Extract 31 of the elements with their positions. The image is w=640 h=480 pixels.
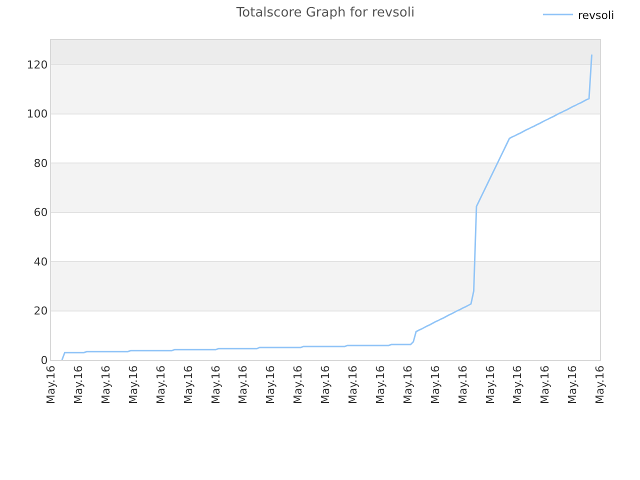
- y-tick-label: 0: [40, 354, 48, 367]
- x-tick-label: May.16: [209, 365, 222, 404]
- x-tick-label: May.16: [594, 365, 607, 404]
- x-tick-label: May.16: [346, 365, 360, 404]
- y-tick-label: 60: [34, 206, 48, 220]
- x-tick-label: May.16: [154, 365, 168, 404]
- x-tick-label: May.16: [538, 365, 552, 404]
- line-series: [61, 54, 593, 360]
- y-tick-label: 100: [26, 108, 48, 121]
- x-tick-label: May.16: [374, 365, 387, 404]
- x-tick-label: May.16: [484, 365, 497, 404]
- x-tick-label: May.16: [511, 365, 524, 404]
- y-tick-label: 120: [26, 58, 48, 72]
- legend-label: revsoli: [578, 8, 614, 22]
- x-tick-label: May.16: [182, 365, 195, 404]
- y-tick-label: 40: [34, 255, 48, 268]
- chart-title: Totalscore Graph for revsoli: [235, 6, 415, 21]
- x-tick-label: May.16: [401, 365, 414, 404]
- x-tick-label: May.16: [236, 365, 250, 404]
- x-tick-label: May.16: [319, 365, 332, 404]
- x-tick-label: May.16: [428, 365, 442, 404]
- y-tick-label: 80: [34, 156, 48, 170]
- x-tick-label: May.16: [99, 365, 112, 404]
- x-tick-label: May.16: [566, 365, 580, 404]
- x-tick-label: May.16: [456, 365, 470, 404]
- x-tick-label: May.16: [264, 365, 278, 404]
- x-tick-label: May.16: [292, 365, 305, 404]
- x-tick-label: May.16: [44, 365, 58, 404]
- x-tick-label: May.16: [126, 365, 140, 404]
- y-tick-label: 20: [34, 304, 48, 318]
- x-tick-label: May.16: [72, 365, 86, 404]
